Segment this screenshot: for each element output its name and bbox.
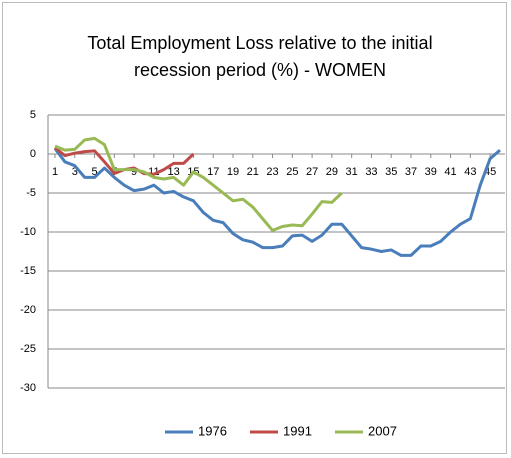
y-tick-label: -20 [20, 304, 36, 316]
y-tick-label: 5 [30, 109, 36, 121]
x-tick-label: 1 [52, 166, 58, 178]
x-tick-label: 17 [207, 166, 219, 178]
y-tick-label: -10 [20, 226, 36, 238]
x-tick-label: 3 [72, 166, 78, 178]
x-tick-label: 13 [168, 166, 180, 178]
x-tick-label: 37 [405, 166, 417, 178]
legend-label: 2007 [368, 423, 397, 438]
x-tick-label: 41 [444, 166, 456, 178]
x-tick-label: 27 [306, 166, 318, 178]
y-tick-label: -15 [20, 265, 36, 277]
x-tick-label: 33 [365, 166, 377, 178]
y-tick-label: -25 [20, 343, 36, 355]
x-tick-label: 43 [464, 166, 476, 178]
x-tick-label: 11 [148, 166, 159, 178]
chart-title: Total Employment Loss relative to the in… [87, 33, 433, 80]
x-tick-label: 19 [227, 166, 239, 178]
x-tick-label: 21 [247, 166, 259, 178]
x-tick-label: 31 [346, 166, 358, 178]
y-tick-label: 0 [30, 148, 36, 160]
x-tick-label: 9 [131, 166, 137, 178]
x-tick-label: 25 [286, 166, 298, 178]
chart-frame [2, 2, 507, 454]
legend-label: 1991 [283, 423, 312, 438]
y-tick-label: -5 [26, 187, 36, 199]
x-tick-label: 5 [91, 166, 97, 178]
x-tick-label: 23 [266, 166, 278, 178]
y-tick-label: -30 [20, 382, 36, 394]
x-tick-label: 35 [385, 166, 397, 178]
legend-label: 1976 [198, 423, 227, 438]
series-line [54, 136, 343, 232]
x-tick-label: 29 [326, 166, 338, 178]
x-tick-label: 39 [425, 166, 437, 178]
series-line [53, 147, 501, 257]
